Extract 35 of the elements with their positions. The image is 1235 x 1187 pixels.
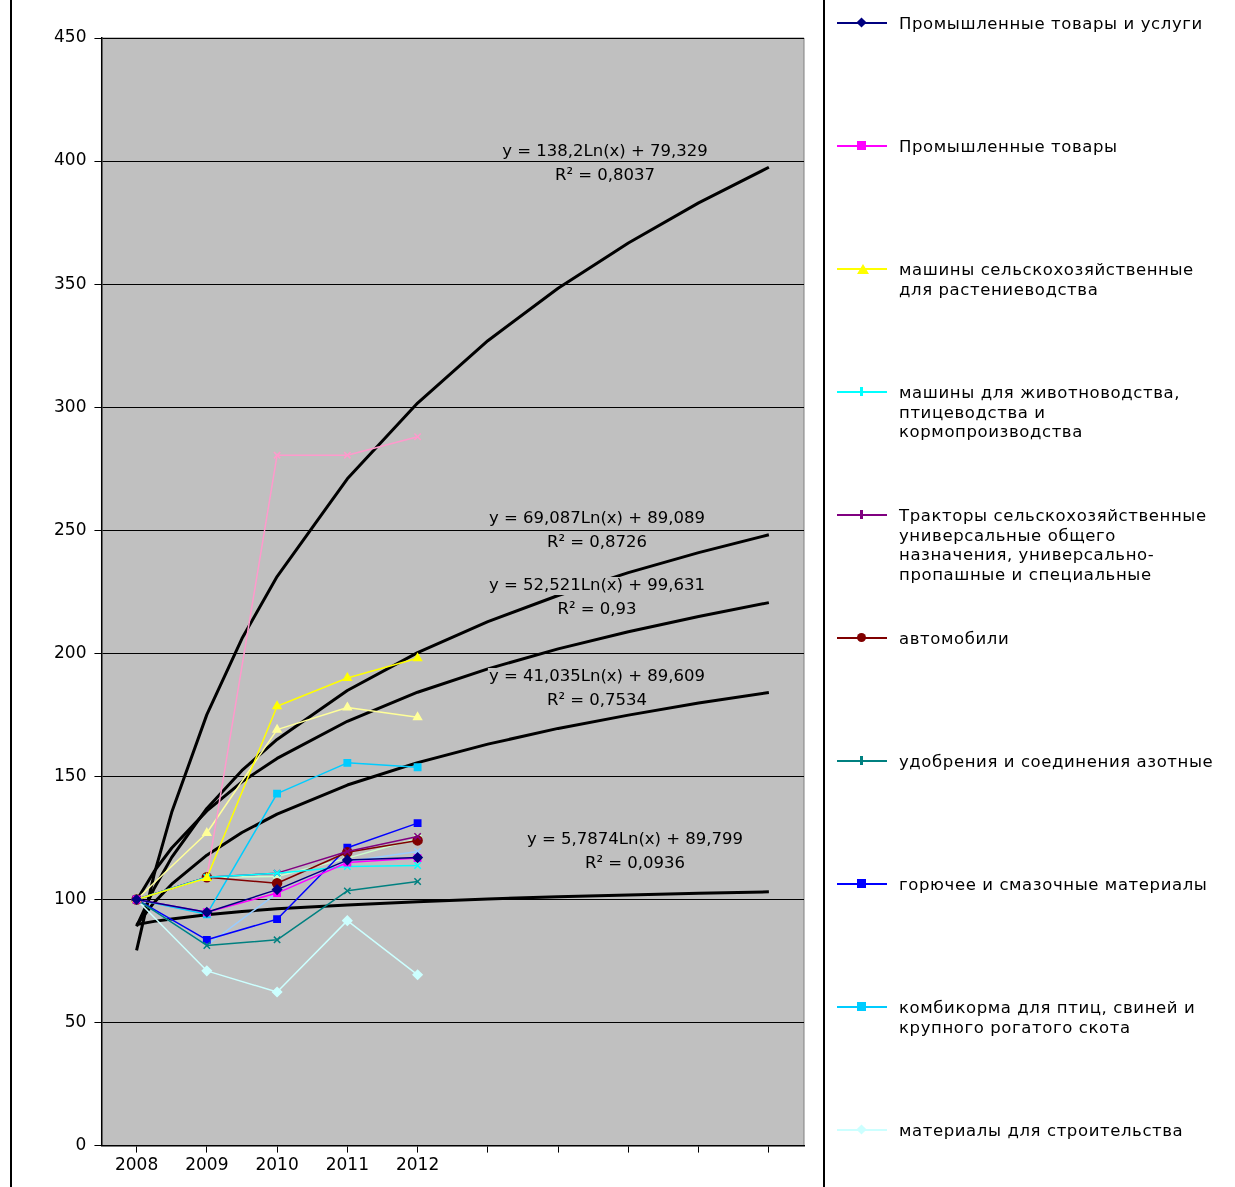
legend-label: комбикорма для птиц, свиней и крупного рогатого скота xyxy=(899,998,1197,1037)
annotation: R² = 0,8726 xyxy=(546,532,648,552)
legend-label: машины для животноводства, птицеводства и кормопроизводства xyxy=(899,383,1182,442)
annotation: y = 41,035Ln(x) + 89,609 xyxy=(488,666,706,686)
y-tick-label: 150 xyxy=(53,764,87,785)
legend-label: материалы для строительства xyxy=(899,1121,1184,1141)
annotation: y = 69,087Ln(x) + 89,089 xyxy=(488,508,706,528)
annotation: y = 5,7874Ln(x) + 89,799 xyxy=(526,829,744,849)
annotation: R² = 0,8037 xyxy=(554,165,656,185)
legend-label: Промышленные товары и услуги xyxy=(899,14,1203,34)
x-tick-label: 2009 xyxy=(185,1154,229,1175)
y-tick-label: 400 xyxy=(53,149,87,170)
y-tick-label: 450 xyxy=(53,26,87,47)
annotation: R² = 0,7534 xyxy=(546,690,648,710)
x-tick-label: 2008 xyxy=(114,1154,159,1175)
annotation: R² = 0,0936 xyxy=(584,853,686,873)
legend-label: автомобили xyxy=(899,629,1010,649)
legend-label: Промышленные товары xyxy=(899,137,1118,157)
x-tick-label: 2012 xyxy=(395,1154,440,1175)
y-tick-label: 250 xyxy=(53,518,87,539)
x-tick-label: 2011 xyxy=(325,1154,369,1175)
y-tick-label: 200 xyxy=(53,641,87,662)
annotation: y = 52,521Ln(x) + 99,631 xyxy=(488,575,706,595)
legend-label: Тракторы сельскохозяйственные универсальные общего назначения, универсально-пропашные и специальные xyxy=(899,506,1208,584)
annotation: R² = 0,93 xyxy=(557,599,637,619)
x-tick-label: 2010 xyxy=(255,1154,299,1175)
y-tick-label: 50 xyxy=(64,1010,87,1031)
y-tick-label: 300 xyxy=(53,395,87,416)
legend-label: удобрения и соединения азотные xyxy=(899,752,1214,772)
y-tick-label: 350 xyxy=(53,272,87,293)
y-tick-label: 0 xyxy=(75,1134,87,1155)
legend-label: горючее и смазочные материалы xyxy=(899,875,1208,895)
legend-label: машины сельскохозяйственные для растениеводства xyxy=(899,260,1195,299)
y-tick-label: 100 xyxy=(53,887,87,908)
annotation: y = 138,2Ln(x) + 79,329 xyxy=(502,141,708,161)
